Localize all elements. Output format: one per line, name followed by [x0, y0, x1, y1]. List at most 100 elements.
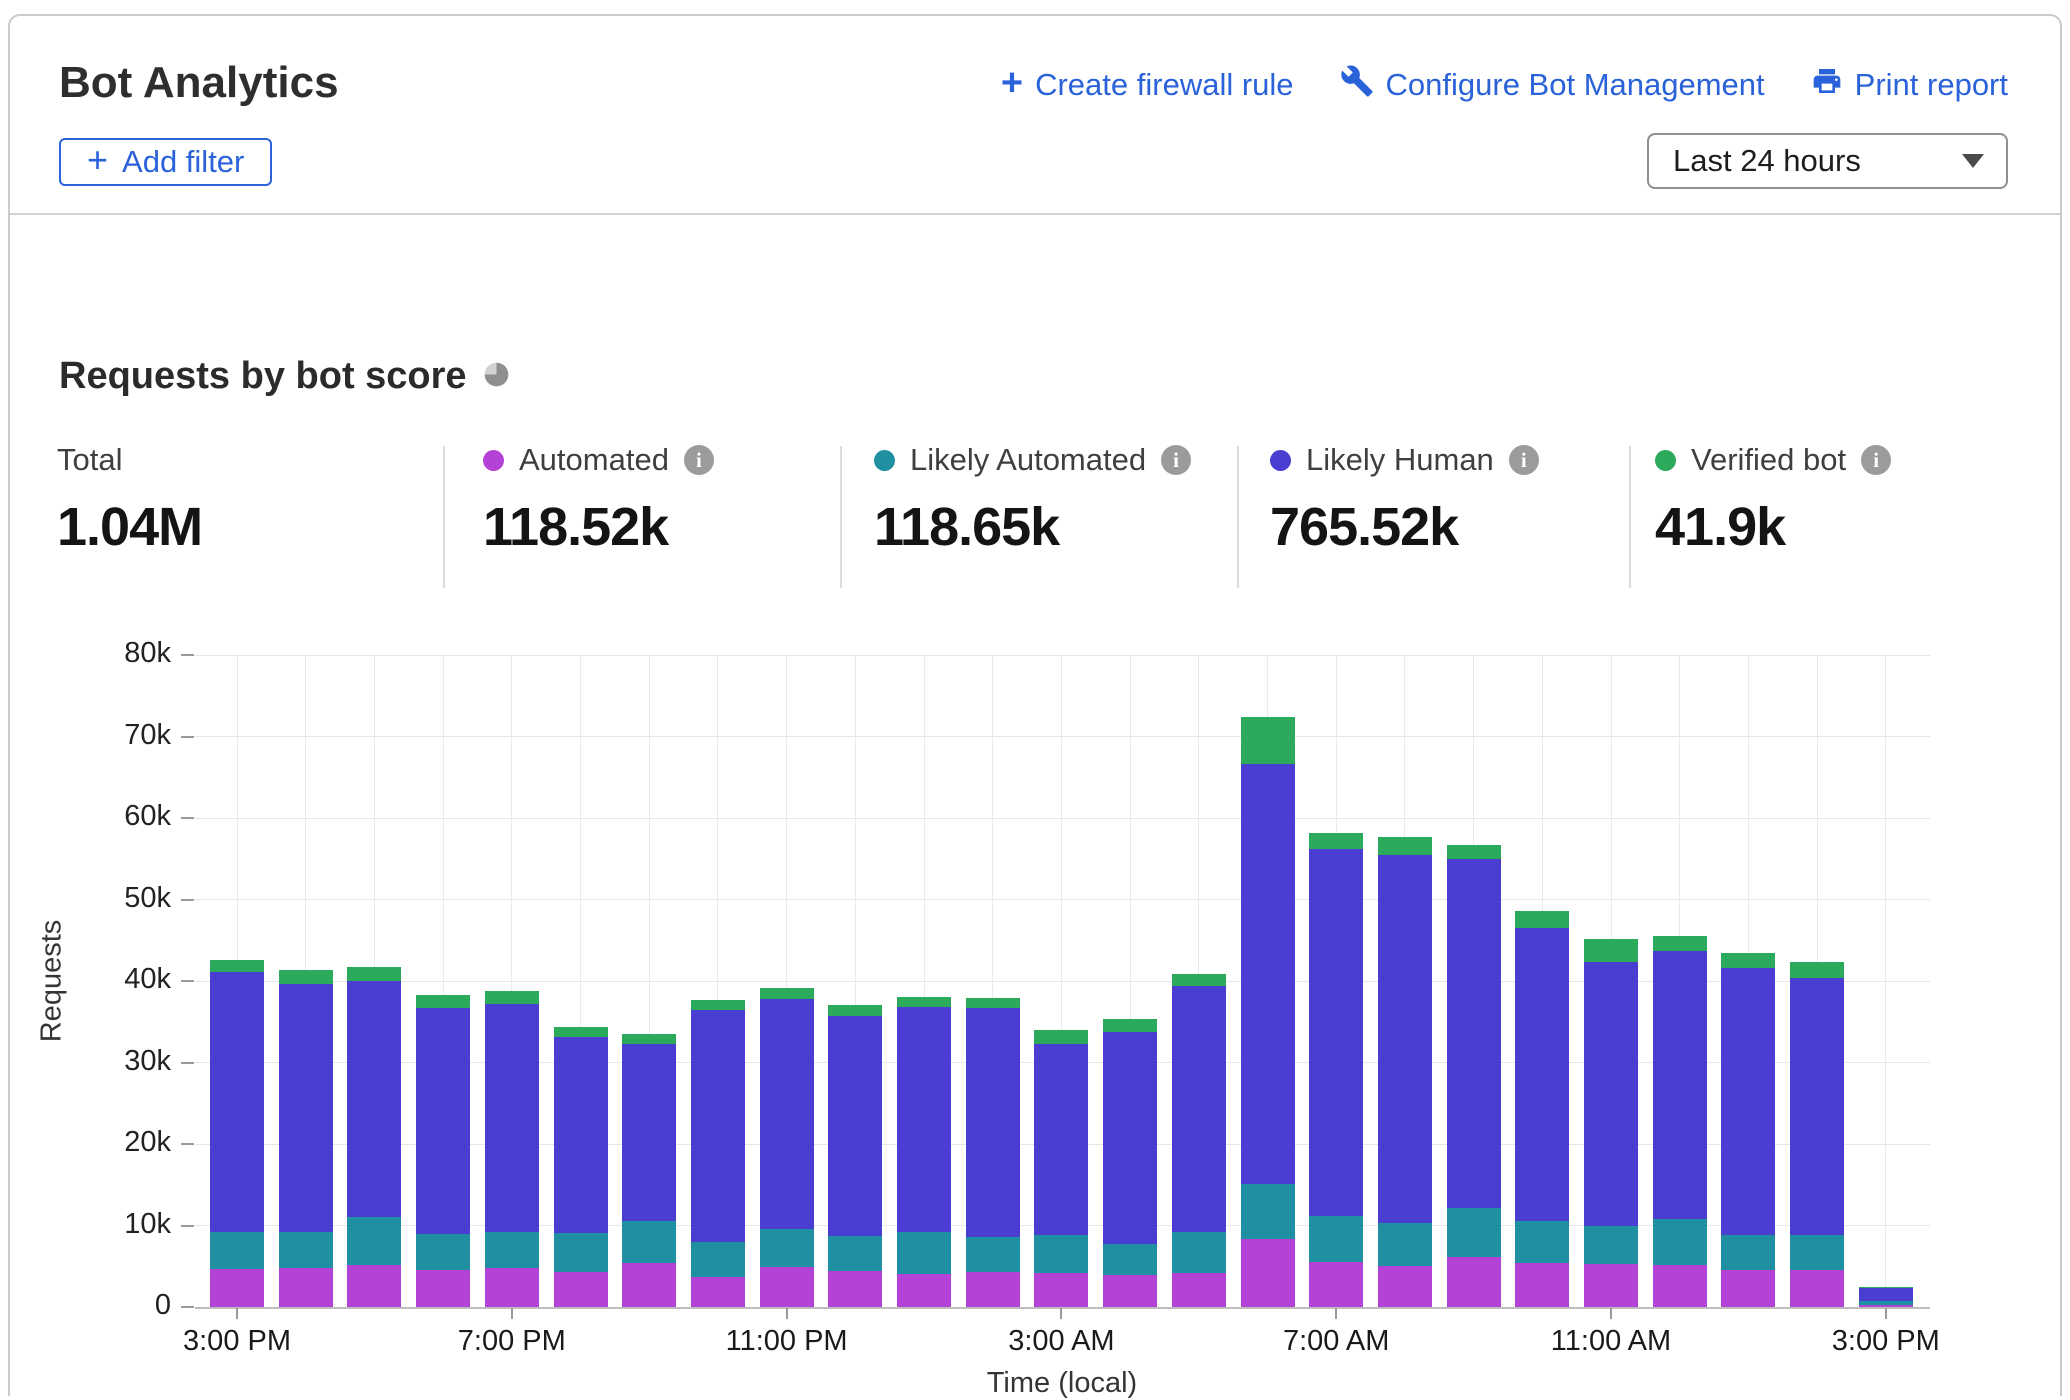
- bar-segment-verified-bot[interactable]: [966, 998, 1020, 1008]
- bar-segment-automated[interactable]: [966, 1272, 1020, 1307]
- time-range-select[interactable]: Last 24 hours: [1647, 133, 2008, 189]
- chart-bar[interactable]: [416, 995, 470, 1307]
- chart-bar[interactable]: [1378, 837, 1432, 1307]
- bar-segment-likely-automated[interactable]: [1515, 1221, 1569, 1263]
- bar-segment-verified-bot[interactable]: [1378, 837, 1432, 855]
- bar-segment-likely-human[interactable]: [1790, 978, 1844, 1236]
- bar-segment-verified-bot[interactable]: [897, 997, 951, 1007]
- bar-segment-automated[interactable]: [554, 1272, 608, 1307]
- bar-segment-automated[interactable]: [622, 1263, 676, 1307]
- info-icon[interactable]: i: [1861, 445, 1891, 475]
- bar-segment-verified-bot[interactable]: [1034, 1030, 1088, 1044]
- chart-bar[interactable]: [1447, 845, 1501, 1307]
- bar-segment-likely-human[interactable]: [1103, 1032, 1157, 1245]
- bar-segment-likely-human[interactable]: [897, 1007, 951, 1232]
- bar-segment-verified-bot[interactable]: [1790, 962, 1844, 978]
- bar-segment-verified-bot[interactable]: [622, 1034, 676, 1044]
- bar-segment-automated[interactable]: [1859, 1305, 1913, 1307]
- bar-segment-likely-human[interactable]: [828, 1016, 882, 1236]
- bar-segment-likely-automated[interactable]: [691, 1242, 745, 1277]
- bar-segment-likely-automated[interactable]: [1721, 1235, 1775, 1270]
- bar-segment-likely-human[interactable]: [1378, 855, 1432, 1223]
- bar-segment-automated[interactable]: [1790, 1270, 1844, 1307]
- bar-segment-likely-human[interactable]: [622, 1044, 676, 1221]
- chart-bar[interactable]: [210, 960, 264, 1307]
- configure-bot-management-link[interactable]: Configure Bot Management: [1340, 64, 1765, 106]
- create-firewall-rule-link[interactable]: + Create firewall rule: [1001, 66, 1294, 104]
- bar-segment-likely-automated[interactable]: [347, 1217, 401, 1266]
- chart-bar[interactable]: [279, 970, 333, 1307]
- chart-bar[interactable]: [1790, 962, 1844, 1307]
- bar-segment-likely-automated[interactable]: [416, 1234, 470, 1271]
- bar-segment-likely-automated[interactable]: [1172, 1232, 1226, 1273]
- bar-segment-automated[interactable]: [1309, 1262, 1363, 1307]
- bar-segment-likely-automated[interactable]: [897, 1232, 951, 1274]
- bar-segment-likely-automated[interactable]: [828, 1236, 882, 1271]
- print-report-link[interactable]: Print report: [1811, 65, 2008, 105]
- bar-segment-likely-automated[interactable]: [1103, 1244, 1157, 1275]
- bar-segment-likely-human[interactable]: [1584, 962, 1638, 1226]
- bar-segment-likely-human[interactable]: [279, 984, 333, 1232]
- chart-bar[interactable]: [485, 991, 539, 1307]
- bar-segment-likely-human[interactable]: [760, 999, 814, 1229]
- bar-segment-likely-human[interactable]: [1241, 764, 1295, 1185]
- bar-segment-verified-bot[interactable]: [416, 995, 470, 1008]
- chart-bar[interactable]: [1721, 953, 1775, 1307]
- bar-segment-automated[interactable]: [1241, 1239, 1295, 1307]
- bar-segment-verified-bot[interactable]: [1172, 974, 1226, 986]
- add-filter-button[interactable]: + Add filter: [59, 138, 272, 186]
- chart-bar[interactable]: [760, 988, 814, 1307]
- bar-segment-verified-bot[interactable]: [1241, 717, 1295, 764]
- chart-bar[interactable]: [828, 1005, 882, 1307]
- bar-segment-likely-human[interactable]: [691, 1010, 745, 1242]
- bar-segment-likely-automated[interactable]: [1790, 1235, 1844, 1270]
- chart-bar[interactable]: [1309, 833, 1363, 1307]
- info-icon[interactable]: i: [684, 445, 714, 475]
- bar-segment-likely-human[interactable]: [1515, 928, 1569, 1221]
- bar-segment-likely-human[interactable]: [966, 1008, 1020, 1237]
- bar-segment-likely-human[interactable]: [554, 1037, 608, 1233]
- bar-segment-likely-human[interactable]: [1034, 1044, 1088, 1235]
- bar-segment-automated[interactable]: [1653, 1265, 1707, 1307]
- bar-segment-likely-human[interactable]: [1653, 951, 1707, 1219]
- bar-segment-verified-bot[interactable]: [1653, 936, 1707, 951]
- bar-segment-verified-bot[interactable]: [1515, 911, 1569, 928]
- bar-segment-likely-automated[interactable]: [1653, 1219, 1707, 1265]
- chart-bar[interactable]: [897, 997, 951, 1307]
- bar-segment-automated[interactable]: [1721, 1270, 1775, 1308]
- bar-segment-likely-automated[interactable]: [279, 1232, 333, 1268]
- bar-segment-verified-bot[interactable]: [1721, 953, 1775, 968]
- bar-segment-automated[interactable]: [1515, 1263, 1569, 1307]
- bar-segment-automated[interactable]: [279, 1268, 333, 1307]
- bar-segment-likely-automated[interactable]: [485, 1232, 539, 1268]
- chart-bar[interactable]: [1034, 1030, 1088, 1307]
- bar-segment-likely-automated[interactable]: [1378, 1223, 1432, 1266]
- bar-segment-automated[interactable]: [1447, 1257, 1501, 1307]
- bar-segment-verified-bot[interactable]: [1447, 845, 1501, 859]
- bar-segment-verified-bot[interactable]: [485, 991, 539, 1004]
- chart-bar[interactable]: [691, 1000, 745, 1307]
- chart-bar[interactable]: [1515, 911, 1569, 1307]
- chart-bar[interactable]: [966, 998, 1020, 1307]
- bar-segment-automated[interactable]: [1584, 1264, 1638, 1307]
- bar-segment-automated[interactable]: [210, 1269, 264, 1307]
- bar-segment-likely-human[interactable]: [1172, 986, 1226, 1232]
- bar-segment-likely-automated[interactable]: [966, 1237, 1020, 1272]
- bar-segment-automated[interactable]: [1103, 1275, 1157, 1307]
- bar-segment-verified-bot[interactable]: [1584, 939, 1638, 963]
- bar-segment-likely-automated[interactable]: [622, 1221, 676, 1263]
- chart-bar[interactable]: [1172, 974, 1226, 1307]
- bar-segment-likely-automated[interactable]: [1309, 1216, 1363, 1263]
- bar-segment-likely-human[interactable]: [416, 1008, 470, 1234]
- bar-segment-automated[interactable]: [485, 1268, 539, 1307]
- bar-segment-likely-automated[interactable]: [1584, 1226, 1638, 1264]
- bar-segment-automated[interactable]: [760, 1267, 814, 1307]
- bar-segment-automated[interactable]: [1034, 1273, 1088, 1307]
- bar-segment-likely-automated[interactable]: [1241, 1184, 1295, 1239]
- bar-segment-verified-bot[interactable]: [279, 970, 333, 984]
- bar-segment-likely-human[interactable]: [210, 972, 264, 1232]
- chart-bar[interactable]: [1103, 1019, 1157, 1307]
- info-icon[interactable]: i: [1509, 445, 1539, 475]
- bar-segment-verified-bot[interactable]: [210, 960, 264, 972]
- bar-segment-likely-automated[interactable]: [760, 1229, 814, 1267]
